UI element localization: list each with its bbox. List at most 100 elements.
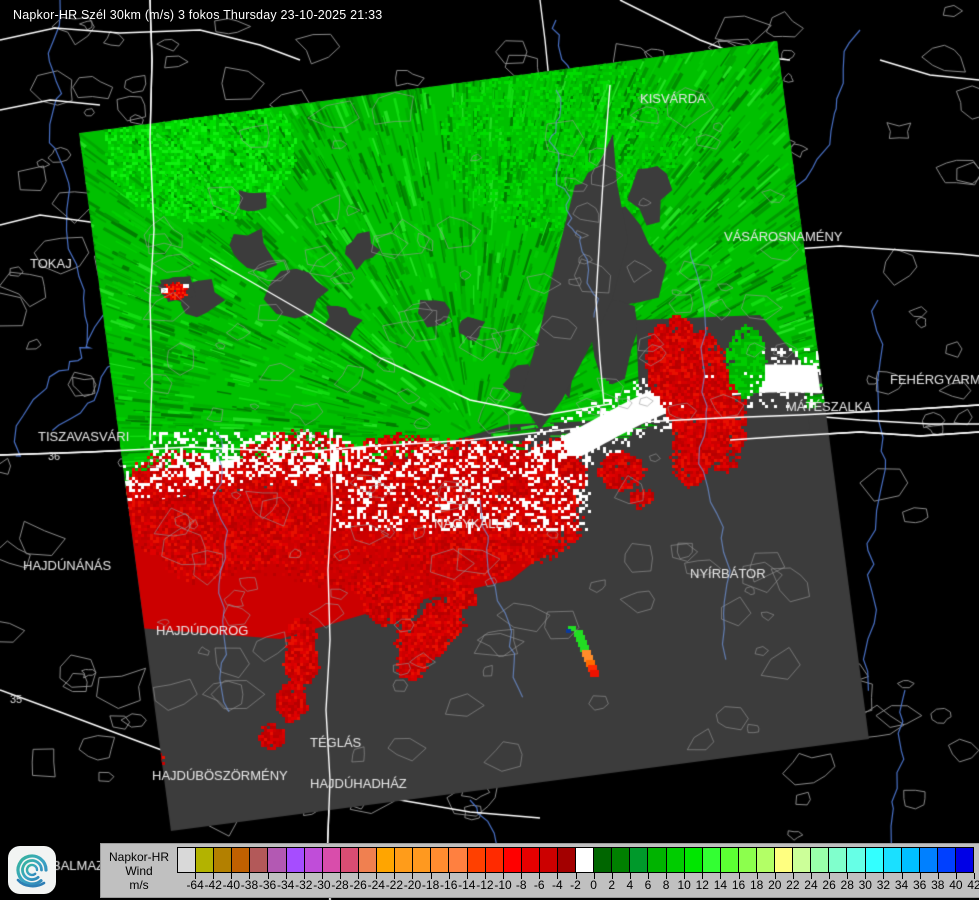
tick-mark [340, 873, 342, 879]
tick-label: -40 [222, 878, 240, 892]
color-bar-cell [196, 848, 215, 872]
color-bar-cell [702, 848, 721, 872]
color-bar-cell [956, 848, 974, 872]
tick-mark [702, 873, 704, 879]
color-bar-cell [738, 848, 757, 872]
tick-mark [448, 873, 450, 879]
color-bar-ticks: -64 -42 -40 -38 -36 -34 -32 -30 -28 -26 -24 -22 -20-… [177, 873, 979, 895]
tick-mark [792, 873, 794, 879]
tick-mark [774, 873, 776, 879]
tick-mark [847, 873, 849, 879]
color-bar-cell [232, 848, 251, 872]
tick-mark [394, 873, 396, 879]
tick-label: 42 [967, 878, 979, 892]
tick-label: 0 [590, 878, 597, 892]
tick-label: -14 [458, 878, 476, 892]
tick-label: -10 [494, 878, 512, 892]
tick-label: 2 [608, 878, 616, 892]
tick-label: -30 [313, 878, 331, 892]
tick-mark [466, 873, 468, 879]
legend-scale: -64 -42 -40 -38 -36 -34 -32 -30 -28 -26 -24 -22 -20-… [177, 844, 979, 897]
color-bar-cell [919, 848, 938, 872]
tick-label: 30 [858, 878, 872, 892]
tick-label: 28 [840, 878, 854, 892]
color-bar-cell [431, 848, 450, 872]
tick-mark [249, 873, 251, 879]
color-bar-cell [413, 848, 432, 872]
tick-mark [358, 873, 360, 879]
tick-label: -6 [533, 878, 545, 892]
tick-mark [321, 873, 323, 879]
tick-label: 38 [931, 878, 945, 892]
tick-mark [195, 873, 197, 879]
tick-mark [575, 873, 577, 879]
color-bar-cell [847, 848, 866, 872]
tick-label: 4 [626, 878, 634, 892]
tick-mark [684, 873, 686, 879]
tick-mark [539, 873, 541, 879]
color-bar-cell [268, 848, 287, 872]
tick-label: 20 [768, 878, 782, 892]
tick-mark [303, 873, 305, 879]
color-bar-cell [521, 848, 540, 872]
color-bar-cell [250, 848, 269, 872]
color-bar-cell [901, 848, 920, 872]
tick-label: 40 [949, 878, 963, 892]
color-bar[interactable] [177, 847, 974, 873]
tick-mark [503, 873, 505, 879]
tick-mark [430, 873, 432, 879]
color-bar-cell [576, 848, 595, 872]
tick-mark [629, 873, 631, 879]
tick-label: -2 [570, 878, 581, 892]
color-bar-cell [214, 848, 233, 872]
color-bar-cell [648, 848, 667, 872]
page-title: Napkor-HR Szél 30km (m/s) 3 fokos Thursd… [13, 8, 383, 22]
tick-label: -18 [421, 878, 440, 892]
tick-label: 36 [912, 878, 927, 892]
color-bar-cell [467, 848, 486, 872]
color-bar-cell [684, 848, 703, 872]
color-bar-cell [322, 848, 341, 872]
tick-label: 6 [644, 878, 652, 892]
tick-label: 12 [695, 878, 709, 892]
color-bar-cell [358, 848, 378, 872]
tick-label: 16 [731, 878, 746, 892]
tick-mark [484, 873, 486, 879]
tick-label: 34 [894, 878, 909, 892]
color-bar-cell [178, 848, 197, 872]
tick-label: -36 [258, 878, 277, 892]
color-bar-cell [666, 848, 685, 872]
color-bar-cell [594, 848, 613, 872]
color-bar-cell [775, 848, 794, 872]
tick-mark [267, 873, 269, 879]
color-legend[interactable]: Napkor-HR Wind m/s -64 -42 -40 -38 -36 -34 -32… [100, 843, 979, 898]
tick-mark [810, 873, 812, 879]
tick-label: 26 [822, 878, 836, 892]
tick-label: -28 [331, 878, 349, 892]
tick-mark [557, 873, 559, 879]
tick-label: 14 [713, 878, 728, 892]
tick-mark [829, 873, 831, 879]
tick-mark [231, 873, 233, 879]
tick-label: -16 [440, 878, 458, 892]
color-bar-cell [793, 848, 812, 872]
color-bar-cell [757, 848, 776, 872]
color-bar-cell [377, 848, 396, 872]
tick-mark [647, 873, 649, 879]
legend-title: Napkor-HR Wind m/s [101, 844, 177, 897]
tick-label: -64 [186, 878, 204, 892]
tick-label: 32 [876, 878, 891, 892]
tick-label: 8 [662, 878, 670, 892]
tick-mark [285, 873, 287, 879]
tick-label: -20 [403, 878, 422, 892]
color-bar-cell [539, 848, 558, 872]
tick-mark [376, 873, 378, 879]
tick-label: -26 [349, 878, 367, 892]
color-bar-cell [340, 848, 359, 872]
legend-line-2: Wind [125, 863, 153, 878]
color-bar-cell [630, 848, 649, 872]
tick-mark [937, 873, 939, 879]
tick-mark [738, 873, 740, 879]
